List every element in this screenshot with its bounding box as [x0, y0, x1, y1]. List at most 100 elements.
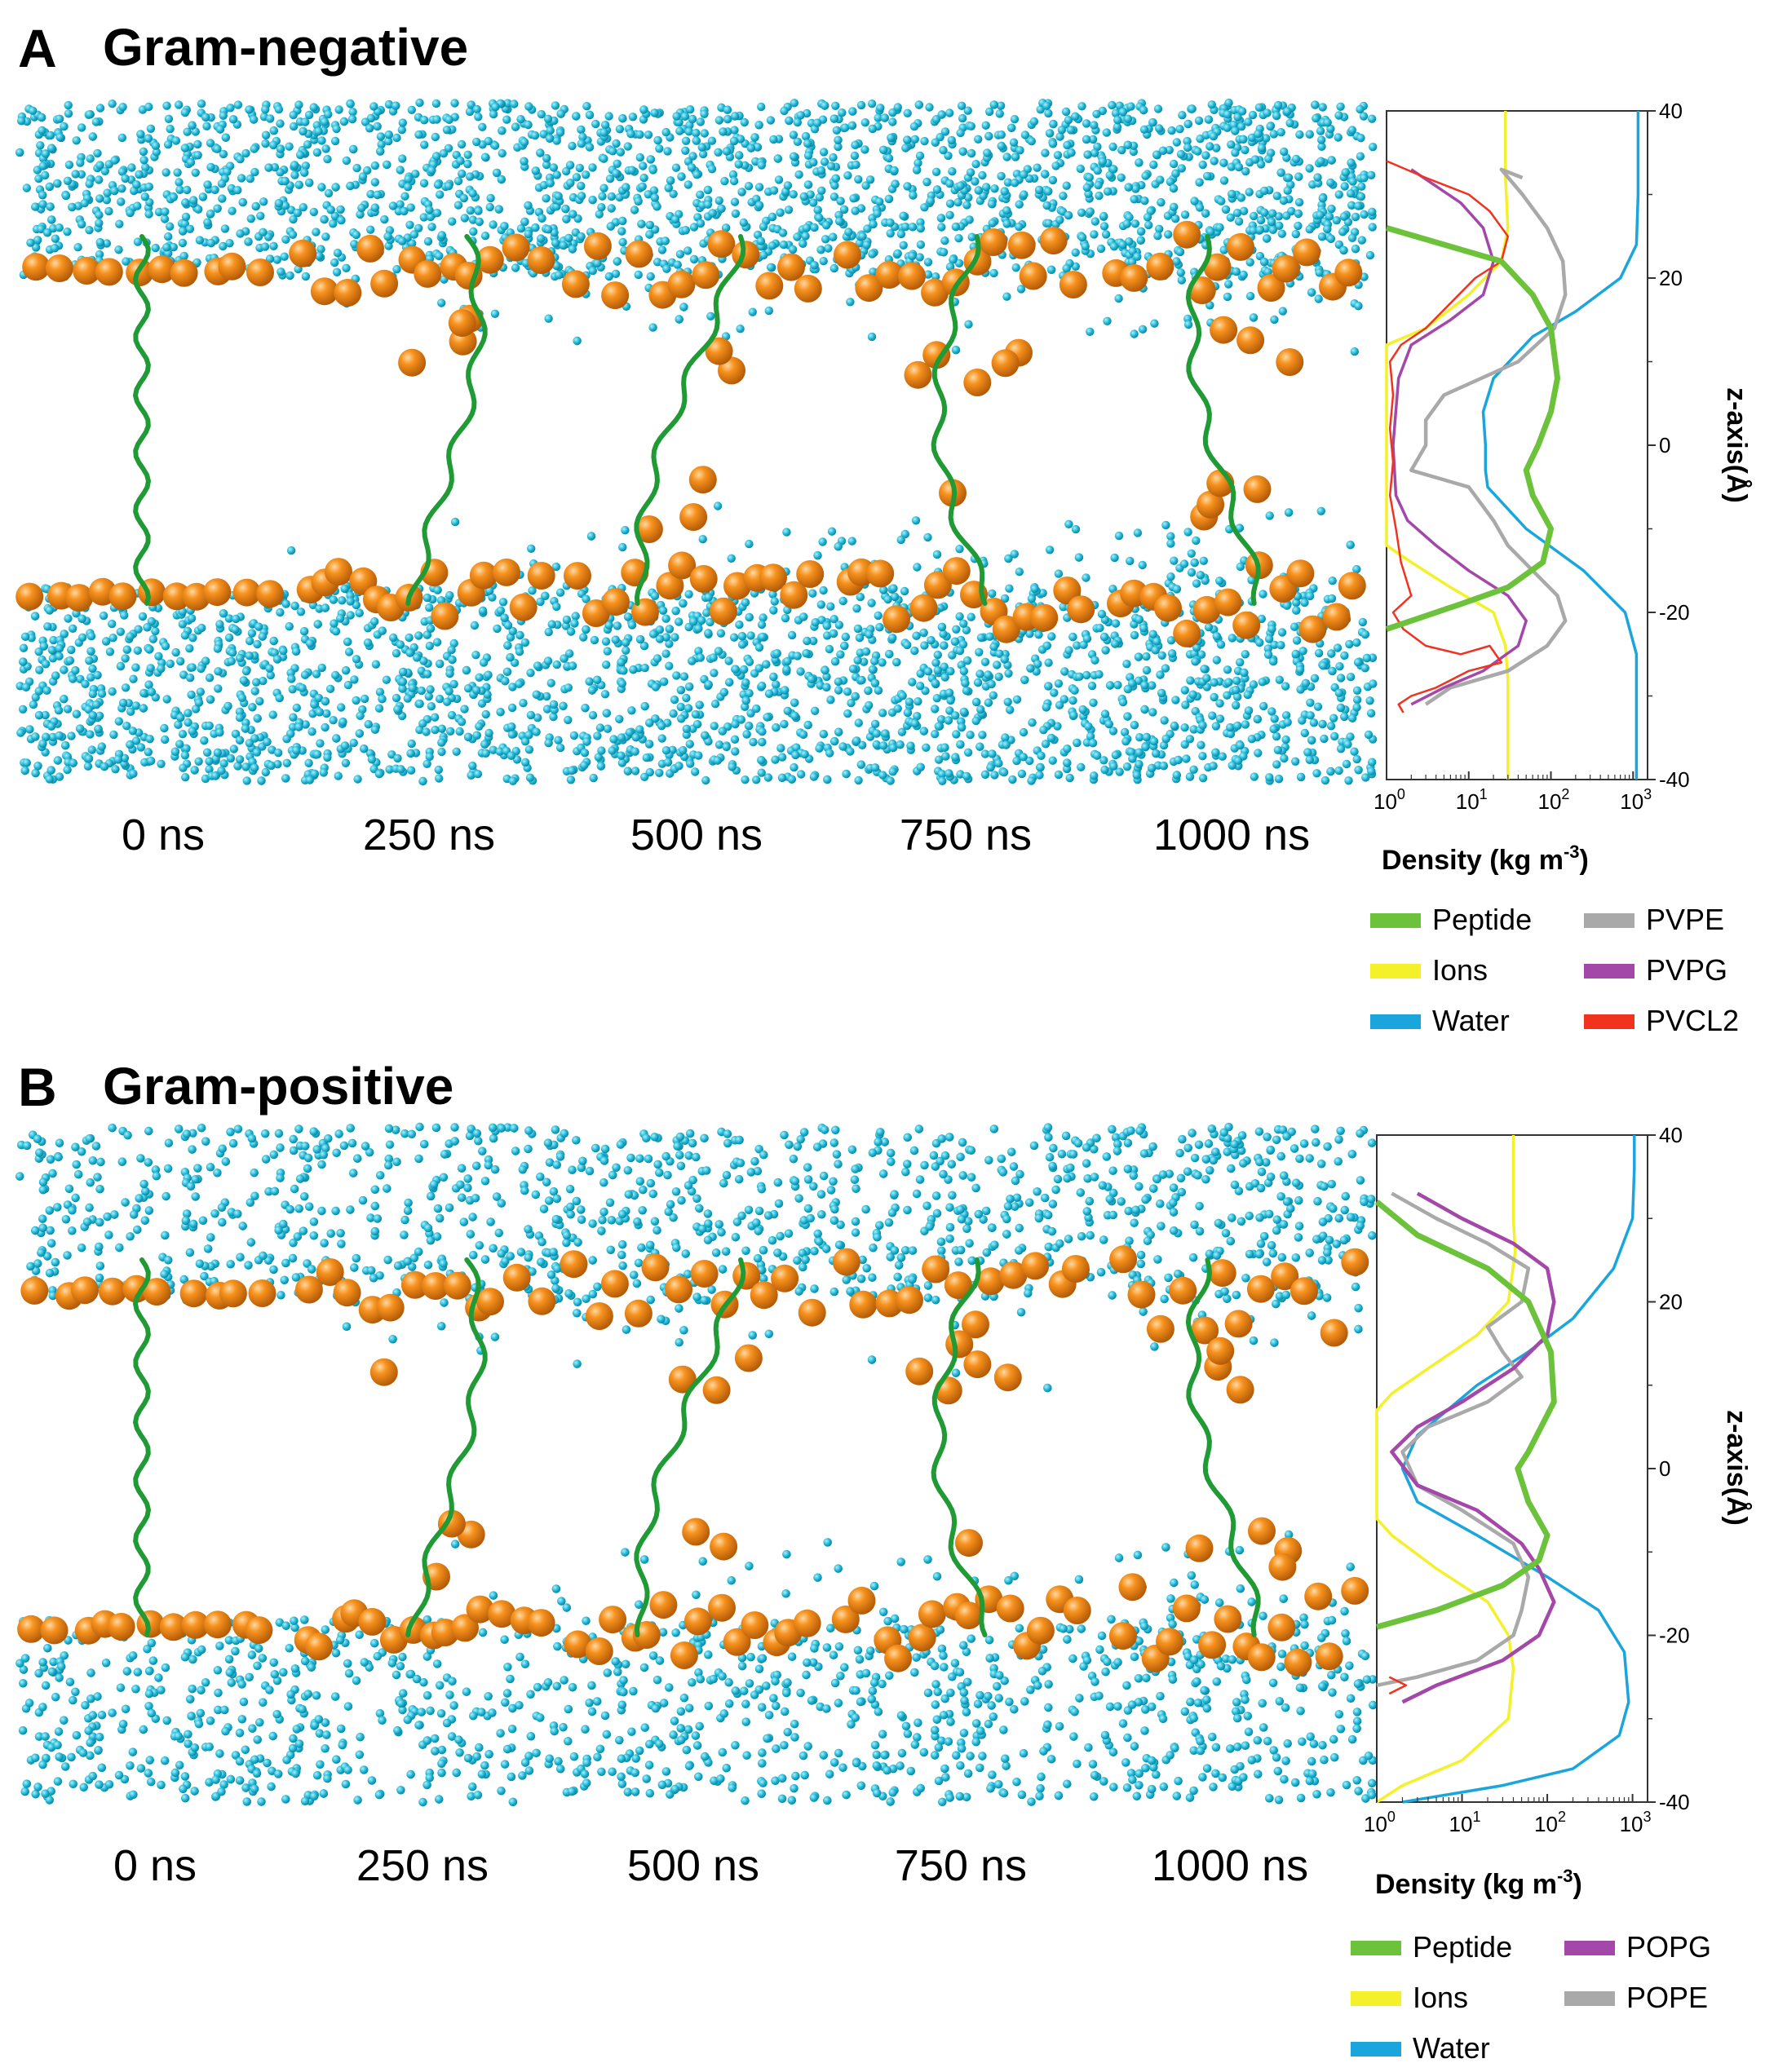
water-particle: [64, 160, 74, 170]
water-particle: [662, 264, 671, 273]
water-particle: [1011, 179, 1020, 188]
water-particle: [330, 136, 340, 146]
water-particle: [1180, 723, 1189, 732]
water-particle: [787, 630, 797, 640]
water-particle: [1086, 327, 1095, 336]
water-particle: [724, 656, 733, 665]
water-particle: [439, 148, 449, 158]
water-particle: [508, 626, 517, 636]
water-particle: [102, 196, 112, 205]
water-particle: [851, 206, 860, 215]
water-particle: [1149, 160, 1158, 170]
water-particle: [42, 686, 51, 695]
water-particle: [330, 258, 339, 267]
water-particle: [899, 241, 908, 250]
water-particle: [1182, 754, 1191, 763]
water-particle: [97, 742, 106, 751]
water-particle: [104, 206, 113, 216]
water-particle: [931, 167, 941, 176]
water-particle: [178, 620, 187, 629]
water-particle: [166, 659, 175, 669]
water-particle: [634, 197, 643, 205]
water-particle: [259, 197, 268, 206]
water-particle: [1236, 193, 1246, 202]
water-particle: [329, 716, 338, 725]
water-particle: [184, 709, 192, 718]
water-particle: [326, 205, 335, 214]
water-particle: [878, 658, 887, 667]
water-particle: [896, 535, 905, 545]
water-particle: [694, 624, 703, 633]
water-particle: [1172, 771, 1182, 780]
water-particle: [353, 775, 362, 784]
water-particle: [1249, 680, 1259, 689]
water-particle: [986, 763, 995, 772]
water-particle: [861, 181, 870, 190]
water-particle: [471, 651, 480, 660]
water-particle: [723, 114, 732, 124]
water-particle: [1029, 117, 1039, 126]
water-particle: [18, 705, 28, 713]
water-particle: [710, 669, 719, 678]
water-particle: [1277, 229, 1287, 238]
water-particle: [1138, 560, 1147, 570]
water-particle: [782, 665, 791, 674]
water-particle: [1020, 170, 1028, 179]
water-particle: [250, 763, 259, 772]
water-particle: [1316, 210, 1325, 219]
water-particle: [670, 214, 680, 224]
water-particle: [617, 679, 626, 688]
water-particle: [26, 238, 35, 247]
water-particle: [126, 707, 135, 716]
water-particle: [582, 102, 591, 111]
water-particle: [874, 686, 883, 695]
water-particle: [836, 197, 845, 205]
water-particle: [671, 163, 681, 172]
water-particle: [1090, 217, 1100, 226]
water-particle: [1143, 213, 1152, 222]
water-particle: [396, 640, 405, 649]
water-particle: [139, 147, 148, 157]
water-particle: [527, 544, 536, 553]
water-particle: [1364, 730, 1374, 740]
water-particle: [823, 631, 832, 640]
water-particle: [707, 136, 717, 145]
water-particle: [108, 99, 117, 108]
water-particle: [473, 770, 483, 779]
water-particle: [257, 776, 266, 785]
water-particle: [1077, 102, 1086, 111]
water-particle: [923, 258, 933, 267]
water-particle: [1051, 161, 1060, 170]
water-particle: [962, 771, 971, 780]
water-particle: [988, 589, 997, 599]
water-particle: [695, 700, 704, 709]
water-particle: [820, 157, 829, 166]
water-particle: [1109, 242, 1119, 251]
water-particle: [1075, 672, 1084, 681]
water-particle: [213, 204, 222, 213]
water-particle: [873, 209, 882, 218]
water-particle: [545, 134, 555, 143]
water-particle: [1090, 230, 1099, 239]
water-particle: [193, 151, 202, 160]
water-particle: [581, 704, 590, 713]
water-particle: [250, 687, 259, 696]
water-particle: [489, 109, 498, 119]
water-particle: [1221, 205, 1231, 214]
water-particle: [274, 199, 284, 208]
water-particle: [772, 723, 781, 732]
water-particle: [1318, 103, 1327, 112]
water-particle: [682, 724, 691, 733]
water-particle: [1118, 697, 1128, 707]
water-particle: [77, 614, 86, 623]
water-particle: [597, 746, 606, 755]
water-particle: [1082, 573, 1090, 582]
water-particle: [511, 263, 520, 272]
water-particle: [69, 758, 77, 767]
water-particle: [457, 139, 467, 149]
water-particle: [85, 656, 94, 665]
water-particle: [963, 106, 972, 115]
water-particle: [796, 667, 805, 676]
water-particle: [1114, 531, 1124, 541]
water-particle: [86, 154, 95, 163]
